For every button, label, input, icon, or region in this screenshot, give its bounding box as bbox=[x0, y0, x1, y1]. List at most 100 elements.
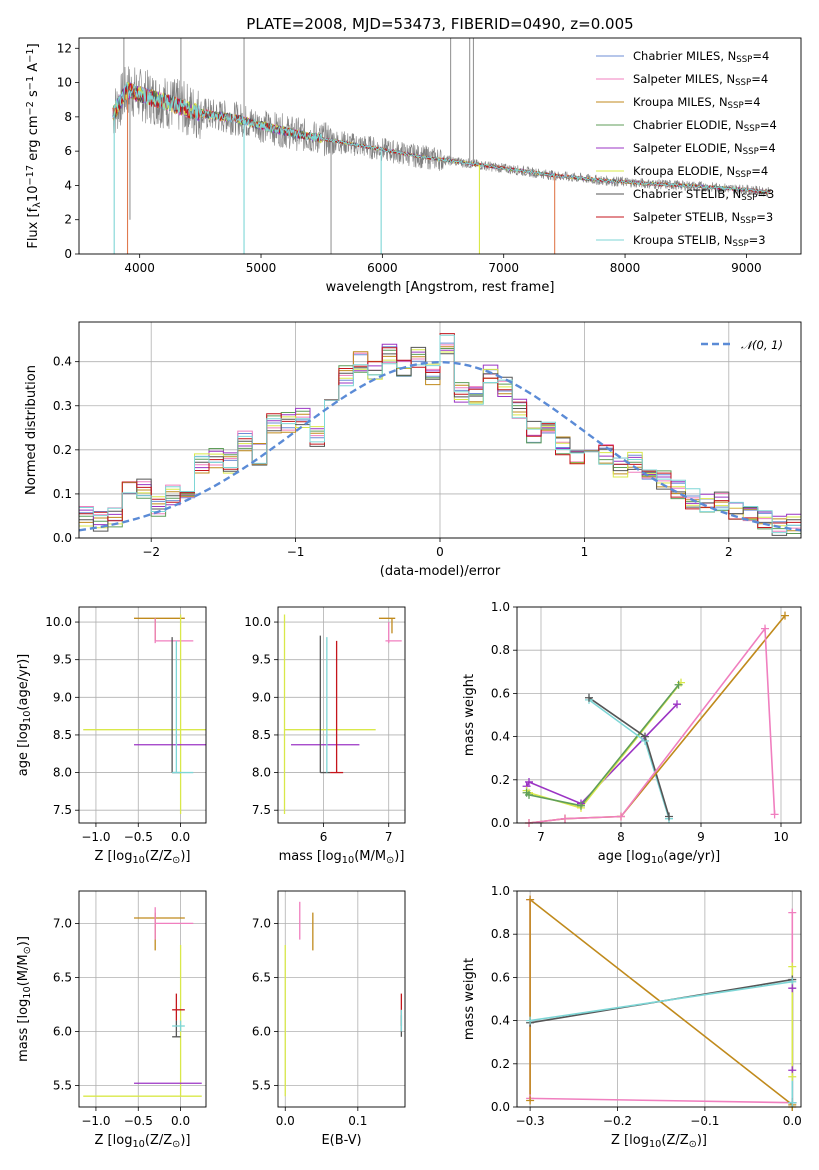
y-tick-label: 0.0 bbox=[491, 1100, 510, 1114]
legend-entry: Salpeter ELODIE, NSSP=4 bbox=[633, 141, 776, 157]
y-axis-label-sub: 10 bbox=[22, 711, 33, 723]
y-axis-label-part: (M/M bbox=[16, 954, 31, 986]
x-tick-label: 0.1 bbox=[348, 1114, 367, 1128]
legend-count: =4 bbox=[759, 141, 776, 155]
mass-weight-line bbox=[525, 703, 678, 805]
plot-area bbox=[83, 614, 206, 814]
legend-count: =3 bbox=[749, 233, 766, 247]
x-axis-label-sub: ⊙ bbox=[386, 855, 394, 866]
x-axis-label-sub: 10 bbox=[649, 1139, 661, 1150]
y-axis-label-part: s bbox=[26, 90, 41, 101]
y-tick-label: 0.0 bbox=[53, 531, 72, 545]
y-axis-label-part: age [log bbox=[16, 723, 31, 776]
x-axis-label: wavelength [Angstrom, rest frame] bbox=[326, 280, 555, 295]
y-tick-label: 6.5 bbox=[53, 970, 72, 984]
legend-sub: SSP bbox=[743, 147, 759, 157]
x-tick-label: 6000 bbox=[367, 261, 398, 275]
legend-sub: SSP bbox=[744, 124, 760, 134]
mass-weight-line bbox=[529, 897, 794, 1107]
mass-weight-marker bbox=[561, 814, 569, 823]
x-tick-label: 10 bbox=[773, 830, 788, 844]
mass-weight-marker bbox=[781, 611, 789, 620]
legend-sub: SSP bbox=[741, 193, 757, 203]
y-tick-label: 0.3 bbox=[53, 399, 72, 413]
axes-frame bbox=[277, 606, 406, 824]
residual-histogram bbox=[79, 334, 801, 534]
y-axis-label-part: 10 bbox=[26, 186, 41, 203]
legend-sub: SSP bbox=[735, 78, 751, 88]
mass-weight-marker bbox=[788, 908, 797, 917]
y-axis-label-part: ] bbox=[26, 43, 41, 48]
y-tick-label: 0.8 bbox=[491, 643, 510, 657]
mass-weight-line bbox=[588, 699, 670, 819]
y-tick-label: 9.0 bbox=[53, 690, 72, 704]
x-axis-label-part: (M/M bbox=[354, 849, 386, 864]
axes-frame bbox=[78, 321, 802, 539]
x-axis-label-sub: ⊙ bbox=[172, 855, 180, 866]
y-tick-label: 10.0 bbox=[45, 615, 72, 629]
plot-area bbox=[525, 615, 786, 823]
panel-spectrum: 4000 5000 6000 7000 8000 9000 0 2 4 6 8 10 12 wavelen… bbox=[25, 37, 802, 295]
legend-count: =4 bbox=[752, 49, 769, 63]
x-axis-label-sub: 10 bbox=[132, 855, 144, 866]
legend-sub: SSP bbox=[735, 170, 751, 180]
legend-name: Chabrier STELIB, N bbox=[633, 187, 741, 201]
x-tick-label: −1 bbox=[287, 545, 305, 559]
legend-entry: Chabrier STELIB, NSSP=3 bbox=[633, 187, 774, 203]
x-axis-label: Z [log10(Z/Z⊙)] bbox=[611, 1133, 707, 1150]
legend-entry: Kroupa ELODIE, NSSP=4 bbox=[633, 164, 768, 180]
y-tick-label: 6 bbox=[64, 144, 72, 158]
legend-count: =3 bbox=[757, 187, 774, 201]
y-tick-label: 0.2 bbox=[53, 443, 72, 457]
x-axis-label-part: )] bbox=[180, 1133, 190, 1148]
legend-name: Chabrier MILES, N bbox=[633, 49, 736, 63]
mass-weight-marker bbox=[525, 790, 533, 799]
x-tick-label: −1.0 bbox=[81, 1114, 110, 1128]
x-tick-label: 0.0 bbox=[783, 1114, 802, 1128]
x-axis-label-part: Z [log bbox=[611, 1133, 649, 1148]
y-axis-label: Normed distribution bbox=[24, 365, 39, 495]
x-tick-label: 0.0 bbox=[171, 1114, 190, 1128]
y-tick-label: 0.2 bbox=[491, 1057, 510, 1071]
x-axis-label-part: )] bbox=[697, 1133, 707, 1148]
x-axis-label-part: (Z/Z bbox=[145, 849, 172, 864]
y-tick-label: 1.0 bbox=[491, 884, 510, 898]
x-axis-label-part: Z [log bbox=[95, 849, 133, 864]
y-axis-label-part: (age/yr)] bbox=[16, 654, 31, 711]
axes-frame bbox=[277, 890, 406, 1108]
plot-area bbox=[529, 897, 794, 1107]
y-tick-label: 0.2 bbox=[491, 773, 510, 787]
legend-name: Salpeter MILES, N bbox=[633, 72, 735, 86]
y-axis-label-part: mass [log bbox=[16, 999, 31, 1062]
mass-weight-line bbox=[528, 626, 776, 823]
panel-residuals: −2 −1 0 1 2 0.0 0.1 0.2 0.3 0.4 (data-model)/error… bbox=[24, 321, 802, 579]
y-axis-label-sub: λ bbox=[32, 202, 43, 208]
y-tick-label: 9.5 bbox=[252, 653, 271, 667]
mass-weight-line bbox=[529, 980, 794, 1103]
mass-weight-marker bbox=[526, 1016, 535, 1025]
mass-weight-line bbox=[588, 697, 670, 817]
x-tick-label: 2 bbox=[725, 545, 733, 559]
y-axis-label-sup: −17 bbox=[25, 165, 36, 186]
panel-age-vs-mass: 6 7 7.5 8.0 8.5 9.0 9.5 10.0 mass [log10(M/M⊙)] bbox=[244, 606, 406, 866]
legend-count: =4 bbox=[751, 164, 768, 178]
legend-entry: Chabrier MILES, NSSP=4 bbox=[633, 49, 769, 65]
y-tick-label: 8.5 bbox=[53, 728, 72, 742]
y-axis-label: age [log10(age/yr)] bbox=[16, 654, 33, 777]
y-tick-label: 7.0 bbox=[252, 916, 271, 930]
y-axis-label-part: mass weight bbox=[462, 674, 477, 756]
y-tick-label: 0.6 bbox=[491, 970, 510, 984]
x-axis-label-sub: 10 bbox=[132, 1139, 144, 1150]
y-tick-label: 0.4 bbox=[491, 1014, 510, 1028]
legend-count: =4 bbox=[751, 72, 768, 86]
mass-weight-line bbox=[528, 615, 786, 823]
plot-area bbox=[283, 614, 402, 814]
y-axis-label: mass weight bbox=[462, 958, 477, 1040]
y-axis-label-part: mass weight bbox=[462, 958, 477, 1040]
x-tick-label: 4000 bbox=[124, 261, 155, 275]
y-axis-label: mass weight bbox=[462, 674, 477, 756]
y-tick-label: 9.0 bbox=[252, 690, 271, 704]
x-tick-label: −0.2 bbox=[603, 1114, 632, 1128]
y-axis-label-sub: 10 bbox=[22, 986, 33, 998]
